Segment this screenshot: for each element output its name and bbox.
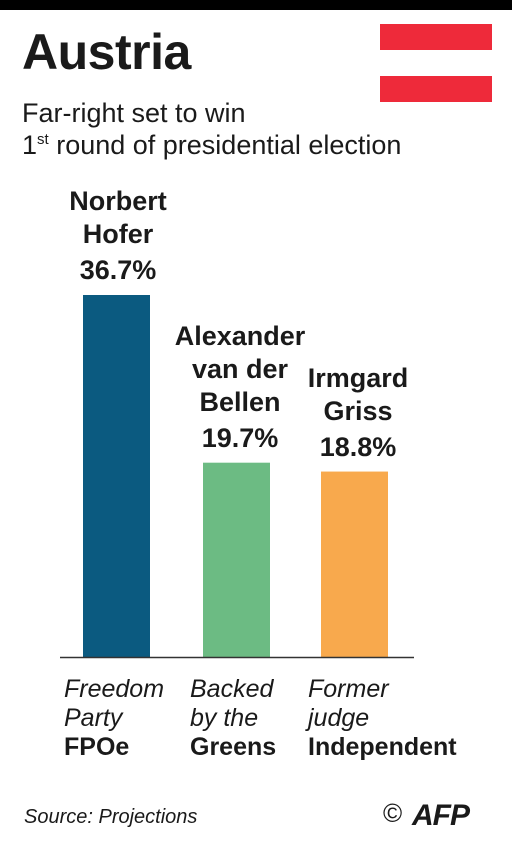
candidate-name-3: Griss: [323, 395, 393, 426]
source-note: Source: Projections: [24, 806, 198, 828]
subtitle-ordinal: 1: [22, 130, 38, 160]
subtitle-line-2: 1st round of presidential election: [22, 129, 401, 161]
party-label-1: Freedom Party FPOe: [64, 675, 165, 761]
candidate-name-2: Alexander: [174, 320, 306, 351]
subtitle-rest: round of presidential election: [48, 130, 402, 160]
copyright-icon: ©: [383, 798, 403, 828]
afp-logo: AFP: [412, 799, 470, 832]
candidate-name-1: Norbert: [69, 186, 167, 216]
flag-stripe-middle: [380, 50, 492, 76]
candidate-name-1: Hofer: [82, 219, 154, 249]
value-label-3: 18.8%: [319, 431, 397, 462]
candidate-name-2: Bellen: [199, 386, 281, 417]
value-label-1: 36.7%: [79, 255, 157, 285]
subtitle-line-1: Far-right set to win: [22, 98, 246, 128]
chart-title: Austria: [22, 24, 191, 80]
bar-2: [203, 462, 270, 657]
bar-3: [321, 471, 388, 657]
party-label-3: Former judge Independent: [308, 675, 457, 761]
flag-stripe-top: [380, 24, 492, 50]
chart-subtitle: Far-right set to win 1st round of presid…: [22, 97, 401, 161]
subtitle-ordinal-suffix: st: [37, 131, 49, 148]
bar-1: [83, 295, 150, 657]
top-bar: [0, 0, 512, 10]
candidate-name-3: Irmgard: [307, 362, 409, 393]
candidate-name-2: van der: [191, 353, 289, 384]
party-label-2: Backed by the Greens: [190, 675, 277, 761]
austria-flag-icon: [380, 24, 492, 102]
value-label-2: 19.7%: [201, 422, 279, 453]
flag-stripe-bottom: [380, 76, 492, 102]
